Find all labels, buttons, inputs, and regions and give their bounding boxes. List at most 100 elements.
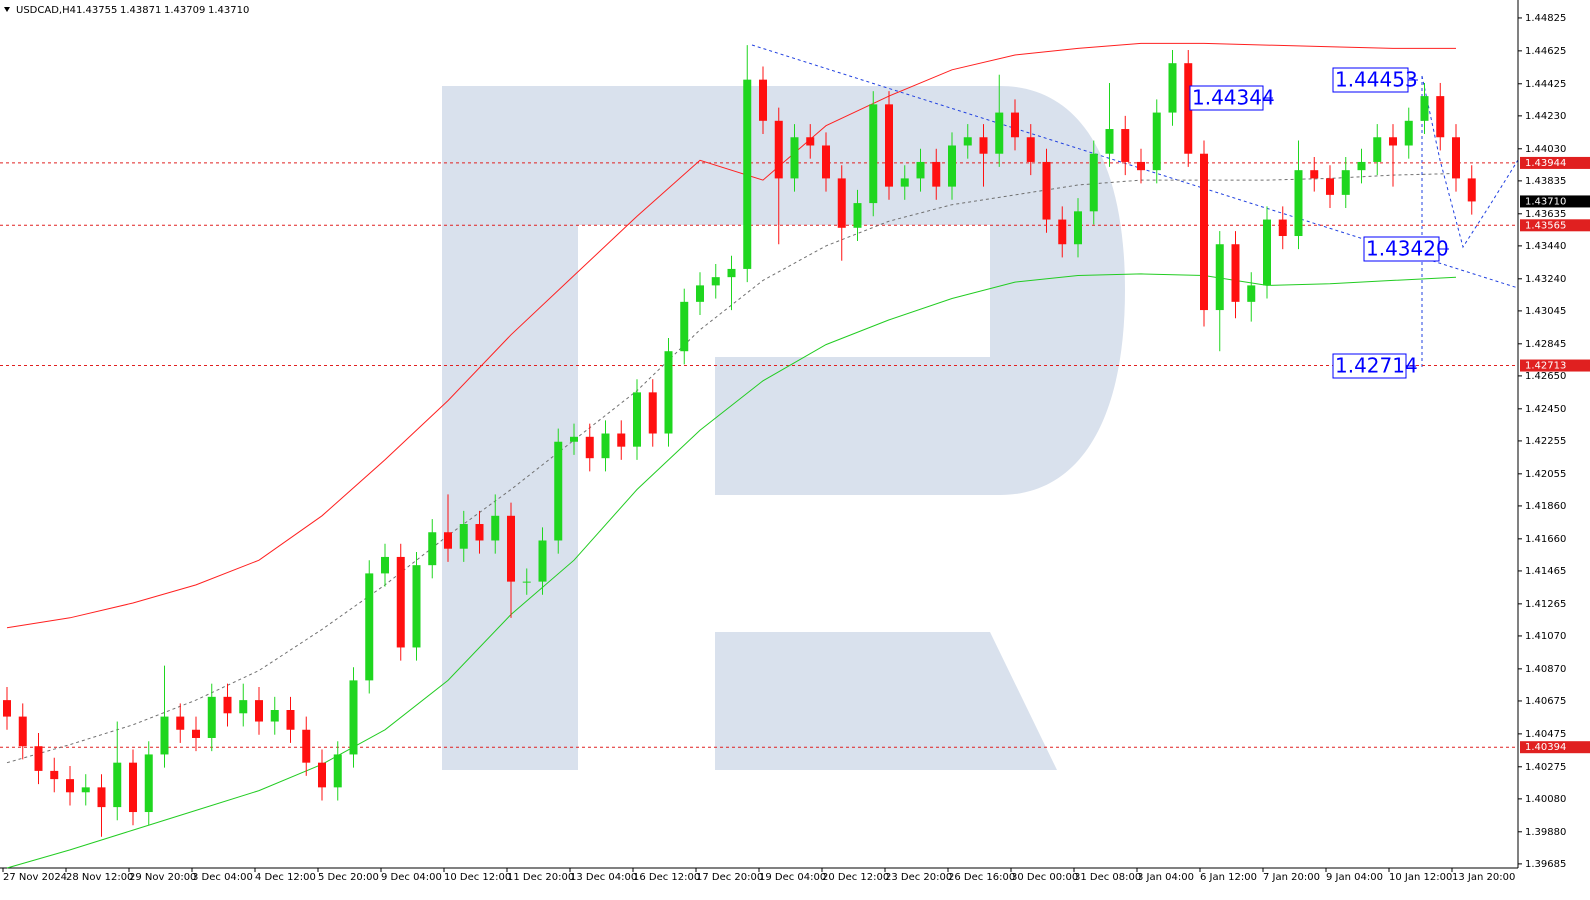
candle-body bbox=[34, 746, 43, 771]
candle-body bbox=[617, 433, 626, 447]
candle-body bbox=[633, 392, 641, 447]
y-tick-label: 1.42650 bbox=[1525, 371, 1566, 382]
candle-body bbox=[3, 700, 11, 717]
candle-body bbox=[680, 301, 689, 352]
x-tick-label: 31 Dec 08:00 bbox=[1074, 872, 1141, 883]
y-tick-label: 1.43635 bbox=[1525, 209, 1566, 220]
candle-body bbox=[837, 178, 846, 228]
candle-body bbox=[1137, 161, 1145, 171]
candle-body bbox=[900, 178, 909, 187]
candle-body bbox=[1105, 129, 1114, 154]
candle-body bbox=[396, 556, 405, 648]
y-tick-label: 1.42055 bbox=[1525, 469, 1566, 480]
candle-body bbox=[1026, 137, 1035, 162]
y-tick-label: 1.44030 bbox=[1525, 144, 1566, 155]
candle-body bbox=[333, 754, 342, 788]
candle-body bbox=[428, 532, 437, 566]
annotation-label: 1.42714 bbox=[1335, 354, 1418, 378]
candle-body bbox=[1467, 178, 1476, 202]
annotation-label: 1.43420 bbox=[1366, 237, 1449, 261]
candle-body bbox=[648, 392, 657, 434]
candle-body bbox=[1184, 63, 1193, 154]
x-tick-label: 28 Nov 12:00 bbox=[66, 872, 133, 883]
candle-body bbox=[538, 540, 547, 582]
x-tick-label: 29 Nov 20:00 bbox=[129, 872, 196, 883]
candle-body bbox=[302, 729, 311, 763]
y-tick-label: 1.42845 bbox=[1525, 339, 1566, 350]
candle-body bbox=[207, 696, 216, 738]
candle-body bbox=[459, 524, 468, 549]
candle-body bbox=[129, 762, 137, 813]
candle-body bbox=[790, 137, 799, 179]
candle-body bbox=[1042, 161, 1051, 220]
candle-body bbox=[948, 145, 956, 187]
price-tag-label: 1.43944 bbox=[1525, 158, 1566, 169]
candle-body bbox=[1168, 63, 1177, 113]
candle-body bbox=[349, 680, 358, 755]
y-tick-label: 1.39685 bbox=[1525, 859, 1566, 870]
x-tick-label: 19 Dec 04:00 bbox=[759, 872, 826, 883]
x-tick-label: 9 Dec 04:00 bbox=[381, 872, 442, 883]
x-tick-label: 11 Dec 20:00 bbox=[507, 872, 574, 883]
price-tag bbox=[1520, 359, 1590, 372]
candle-body bbox=[522, 581, 531, 583]
price-tag bbox=[1520, 156, 1590, 169]
candle-body bbox=[286, 710, 295, 730]
y-tick-label: 1.44425 bbox=[1525, 79, 1566, 90]
header-value: 1.43871 bbox=[120, 5, 161, 16]
annotation-box bbox=[1363, 236, 1440, 262]
candle-body bbox=[601, 433, 610, 459]
candle-body bbox=[491, 515, 500, 541]
candle-body bbox=[1389, 137, 1397, 146]
candle-body bbox=[743, 79, 752, 269]
candle-body bbox=[1011, 112, 1019, 138]
y-tick-label: 1.41265 bbox=[1525, 599, 1566, 610]
y-tick-label: 1.43240 bbox=[1525, 274, 1566, 285]
chart-title: USDCAD,H4 bbox=[16, 5, 76, 16]
x-tick-label: 30 Dec 00:00 bbox=[1011, 872, 1078, 883]
y-tick-label: 1.42450 bbox=[1525, 404, 1566, 415]
y-tick-label: 1.39880 bbox=[1525, 827, 1566, 838]
header-value: 1.43755 bbox=[76, 5, 117, 16]
y-tick-label: 1.41860 bbox=[1525, 501, 1566, 512]
y-tick-label: 1.43045 bbox=[1525, 306, 1566, 317]
candle-body bbox=[412, 565, 421, 648]
candle-body bbox=[869, 104, 878, 204]
moving-average bbox=[6, 173, 1457, 764]
trend-lines bbox=[751, 44, 1519, 368]
candle-body bbox=[995, 112, 1004, 154]
candle-body bbox=[1310, 170, 1319, 179]
price-tag bbox=[1520, 741, 1590, 754]
candle-body bbox=[160, 716, 169, 755]
candle-body bbox=[1152, 112, 1161, 171]
candle-body bbox=[711, 277, 720, 286]
candle-body bbox=[570, 436, 578, 442]
header-value: 1.43710 bbox=[208, 5, 249, 16]
x-tick-label: 5 Dec 20:00 bbox=[318, 872, 379, 883]
candle-body bbox=[475, 524, 484, 541]
watermark bbox=[442, 86, 1125, 770]
candle-body bbox=[18, 716, 27, 747]
candle-body bbox=[1341, 170, 1350, 195]
price-tag bbox=[1520, 195, 1590, 208]
candle-body bbox=[365, 573, 374, 681]
candle-body bbox=[696, 285, 704, 302]
menu-arrow bbox=[4, 7, 10, 12]
annotation-label: 1.44344 bbox=[1192, 86, 1275, 110]
y-tick-label: 1.43440 bbox=[1525, 241, 1566, 252]
annotation-label: 1.44453 bbox=[1335, 68, 1418, 92]
candle-body bbox=[1373, 137, 1382, 162]
candle-body bbox=[1200, 153, 1208, 311]
candle-body bbox=[113, 762, 122, 808]
candle-body bbox=[144, 754, 153, 813]
candle-body bbox=[979, 137, 988, 154]
candle-body bbox=[1326, 178, 1334, 195]
candle-body bbox=[1278, 219, 1287, 237]
x-tick-label: 13 Dec 04:00 bbox=[570, 872, 637, 883]
y-tick-label: 1.44825 bbox=[1525, 13, 1566, 24]
candle-body bbox=[1247, 285, 1256, 302]
candle-body bbox=[932, 161, 941, 187]
x-tick-label: 3 Jan 04:00 bbox=[1137, 872, 1194, 883]
